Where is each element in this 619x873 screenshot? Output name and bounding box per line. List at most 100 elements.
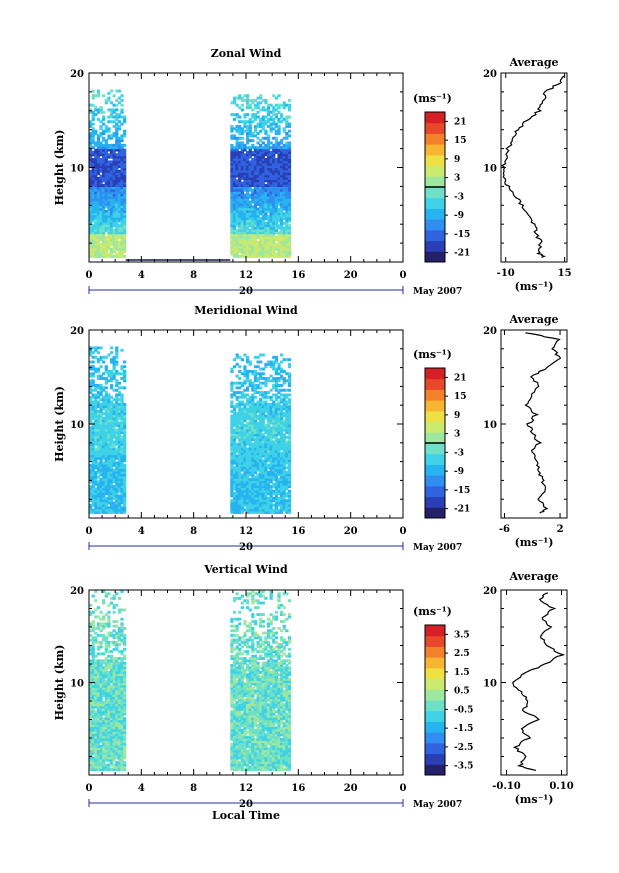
heatmap-cell bbox=[272, 193, 276, 197]
heatmap-cell bbox=[256, 466, 260, 470]
colorbar-swatch bbox=[425, 507, 445, 519]
heatmap-cell bbox=[264, 381, 268, 385]
heatmap-cell bbox=[266, 428, 271, 432]
heatmap-cell bbox=[112, 195, 116, 199]
heatmap-cell bbox=[266, 440, 271, 444]
heatmap-cell bbox=[248, 492, 252, 496]
heatmap-cell bbox=[274, 471, 278, 474]
heatmap-cell bbox=[99, 217, 103, 221]
heatmap-cell bbox=[89, 148, 93, 152]
heatmap-cell bbox=[256, 245, 260, 249]
heatmap-cell bbox=[232, 207, 237, 211]
heatmap-cell bbox=[91, 228, 95, 232]
heatmap-cell bbox=[235, 412, 239, 416]
heatmap-cell bbox=[91, 696, 95, 700]
heatmap-cell bbox=[89, 202, 93, 206]
heatmap-cell bbox=[120, 482, 124, 486]
heatmap-cell bbox=[102, 661, 106, 665]
heatmap-cell bbox=[112, 219, 116, 223]
heatmap-cell bbox=[259, 169, 263, 173]
heatmap-cell bbox=[256, 407, 260, 411]
heatmap-cell bbox=[266, 433, 271, 437]
heatmap-cell bbox=[102, 636, 106, 640]
heatmap-cell bbox=[248, 212, 252, 216]
heatmap-cell bbox=[253, 487, 258, 491]
heatmap-cell bbox=[274, 221, 278, 225]
heatmap-cell bbox=[91, 712, 95, 716]
heatmap-cell bbox=[287, 143, 292, 147]
heatmap-cell bbox=[248, 179, 252, 183]
heatmap-cell bbox=[120, 473, 124, 477]
heatmap-cell bbox=[102, 761, 106, 765]
heatmap-cell bbox=[91, 393, 95, 397]
heatmap-cell bbox=[104, 393, 108, 397]
heatmap-cell bbox=[264, 202, 268, 206]
heatmap-cell bbox=[253, 155, 258, 159]
heatmap-cell bbox=[123, 207, 127, 211]
heatmap-cell bbox=[109, 701, 114, 704]
heatmap-cell bbox=[112, 202, 116, 206]
heatmap-cell bbox=[232, 214, 237, 218]
heatmap-cell bbox=[285, 231, 289, 235]
heatmap-cell bbox=[104, 186, 108, 190]
heatmap-cell bbox=[287, 188, 292, 192]
heatmap-cell bbox=[232, 492, 237, 496]
heatmap-cell bbox=[109, 712, 114, 716]
heatmap-cell bbox=[115, 398, 119, 402]
heatmap-cell bbox=[102, 424, 106, 427]
heatmap-cell bbox=[104, 724, 108, 728]
heatmap-cell bbox=[264, 195, 268, 199]
heatmap-cell bbox=[89, 487, 93, 491]
heatmap-cell bbox=[99, 169, 103, 173]
heatmap-cell bbox=[238, 440, 242, 444]
heatmap-cell bbox=[264, 226, 268, 230]
heatmap-cell bbox=[123, 254, 127, 258]
heatmap-cell bbox=[96, 377, 101, 380]
heatmap-cell bbox=[99, 440, 103, 444]
heatmap-cell bbox=[287, 193, 292, 197]
heatmap-cell bbox=[261, 377, 265, 380]
heatmap-cell bbox=[266, 449, 271, 453]
heatmap-cell bbox=[256, 103, 260, 107]
heatmap-cell bbox=[287, 374, 292, 378]
heatmap-cell bbox=[99, 471, 103, 474]
heatmap-cell bbox=[115, 210, 119, 213]
heatmap-cell bbox=[104, 365, 108, 369]
y-tick-label: 10 bbox=[70, 420, 84, 431]
heatmap-cell bbox=[89, 254, 93, 258]
heatmap-cell bbox=[112, 247, 116, 251]
heatmap-cell bbox=[243, 162, 247, 166]
x-tick-label: 4 bbox=[138, 270, 145, 281]
heatmap-cell bbox=[104, 508, 108, 512]
heatmap-cell bbox=[274, 179, 278, 183]
heatmap-cell bbox=[232, 456, 237, 460]
heatmap-cell bbox=[102, 463, 106, 467]
heatmap-cell bbox=[123, 471, 127, 474]
date-month-label: May 2007 bbox=[413, 543, 462, 553]
heatmap-cell bbox=[102, 94, 106, 98]
heatmap-cell bbox=[102, 485, 106, 489]
heatmap-cell bbox=[99, 228, 103, 232]
heatmap-cell bbox=[266, 134, 271, 138]
heatmap-cell bbox=[269, 475, 273, 479]
colorbar-tick-label: 21 bbox=[454, 117, 467, 127]
heatmap-cell bbox=[235, 503, 239, 507]
heatmap-cell bbox=[248, 202, 252, 206]
heatmap-cell bbox=[112, 742, 116, 746]
heatmap-cell bbox=[256, 101, 260, 105]
heatmap-cell bbox=[123, 176, 127, 180]
heatmap-cell bbox=[248, 236, 252, 239]
heatmap-cell bbox=[104, 749, 108, 753]
heatmap-cell bbox=[107, 689, 111, 693]
heatmap-cell bbox=[272, 200, 276, 204]
heatmap-cell bbox=[96, 456, 101, 460]
heatmap-cell bbox=[256, 174, 260, 178]
heatmap-cell bbox=[109, 731, 114, 734]
heatmap-cell bbox=[102, 682, 106, 686]
heatmap-cell bbox=[274, 143, 278, 147]
heatmap-cell bbox=[112, 445, 116, 449]
heatmap-cell bbox=[112, 749, 116, 753]
heatmap-cell bbox=[240, 428, 244, 432]
heatmap-cell bbox=[238, 447, 242, 451]
